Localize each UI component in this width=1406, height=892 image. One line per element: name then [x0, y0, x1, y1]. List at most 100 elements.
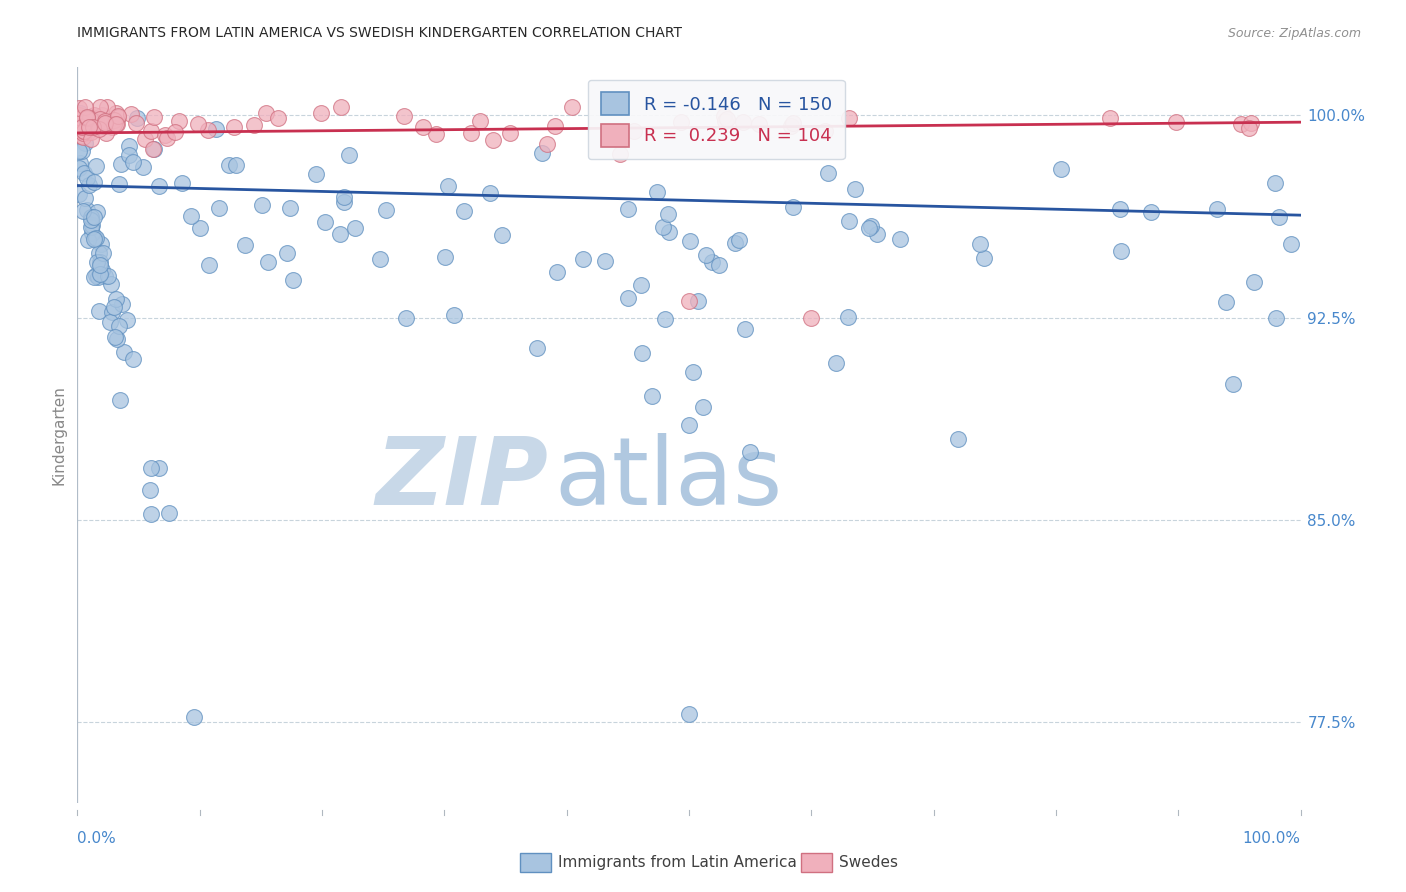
Point	[1265, 310, 1288, 325]
Point	[491, 227, 513, 242]
Point	[69, 111, 91, 125]
Point	[80, 218, 103, 232]
Point	[72, 126, 94, 140]
Point	[678, 418, 700, 433]
Point	[107, 109, 129, 123]
Point	[115, 313, 138, 327]
Point	[70, 124, 93, 138]
Point	[84, 268, 107, 282]
Point	[76, 202, 98, 217]
Point	[70, 120, 93, 134]
Point	[101, 113, 124, 128]
Point	[67, 122, 90, 136]
Point	[143, 110, 166, 124]
Point	[139, 507, 162, 521]
Point	[67, 161, 90, 176]
Point	[733, 115, 755, 129]
Point	[80, 219, 103, 234]
Text: IMMIGRANTS FROM LATIN AMERICA VS SWEDISH KINDERGARTEN CORRELATION CHART: IMMIGRANTS FROM LATIN AMERICA VS SWEDISH…	[77, 26, 682, 40]
Point	[134, 131, 156, 145]
Point	[443, 308, 465, 322]
Point	[678, 294, 700, 309]
Point	[276, 246, 298, 260]
Point	[90, 112, 112, 127]
Point	[67, 144, 90, 158]
Point	[112, 344, 135, 359]
Point	[630, 278, 652, 293]
Point	[198, 258, 221, 272]
Point	[76, 233, 98, 247]
Point	[91, 245, 114, 260]
Point	[436, 178, 458, 193]
Point	[328, 227, 350, 241]
Point	[80, 226, 103, 240]
Point	[122, 154, 145, 169]
Point	[641, 389, 664, 403]
Point	[671, 115, 693, 129]
Point	[83, 210, 105, 224]
Point	[87, 245, 110, 260]
Point	[218, 158, 240, 172]
Point	[657, 206, 679, 220]
Point	[526, 341, 548, 355]
Point	[107, 110, 129, 124]
Point	[623, 124, 645, 138]
Point	[79, 120, 101, 134]
Point	[73, 124, 96, 138]
Point	[148, 178, 170, 193]
Point	[973, 251, 995, 265]
Point	[77, 112, 100, 127]
Point	[77, 178, 100, 192]
Point	[188, 221, 211, 235]
Point	[67, 101, 90, 115]
Point	[734, 322, 756, 336]
Point	[233, 237, 256, 252]
Point	[713, 109, 735, 123]
Legend: R = -0.146   N = 150, R =  0.239   N = 104: R = -0.146 N = 150, R = 0.239 N = 104	[588, 79, 845, 160]
Point	[645, 186, 668, 200]
Point	[782, 200, 804, 214]
Point	[572, 252, 595, 266]
Text: 100.0%: 100.0%	[1243, 831, 1301, 846]
Point	[309, 106, 332, 120]
Point	[142, 142, 165, 156]
Point	[100, 277, 122, 291]
Point	[329, 100, 352, 114]
Point	[124, 116, 146, 130]
Point	[83, 175, 105, 189]
Point	[748, 118, 770, 132]
Point	[692, 400, 714, 414]
Point	[139, 124, 162, 138]
Point	[593, 253, 616, 268]
Point	[499, 126, 522, 140]
Point	[333, 194, 356, 209]
Point	[543, 119, 565, 133]
Point	[86, 205, 108, 219]
Point	[89, 258, 111, 272]
Point	[73, 119, 96, 133]
Point	[824, 356, 846, 370]
Text: ZIP: ZIP	[375, 433, 548, 525]
Point	[813, 124, 835, 138]
Point	[208, 201, 231, 215]
Point	[1222, 377, 1244, 392]
Point	[148, 461, 170, 475]
Point	[139, 483, 162, 498]
Point	[96, 114, 118, 128]
Point	[89, 267, 111, 281]
Point	[108, 393, 131, 408]
Point	[305, 167, 328, 181]
Point	[434, 250, 457, 264]
Point	[1239, 120, 1261, 135]
Point	[224, 120, 246, 134]
Point	[374, 203, 396, 218]
Point	[707, 258, 730, 272]
Point	[631, 346, 654, 360]
Point	[1264, 177, 1286, 191]
Point	[1140, 205, 1163, 219]
Point	[69, 111, 91, 125]
Point	[87, 269, 110, 284]
Point	[170, 176, 193, 190]
Point	[1215, 295, 1237, 310]
Point	[889, 232, 911, 246]
